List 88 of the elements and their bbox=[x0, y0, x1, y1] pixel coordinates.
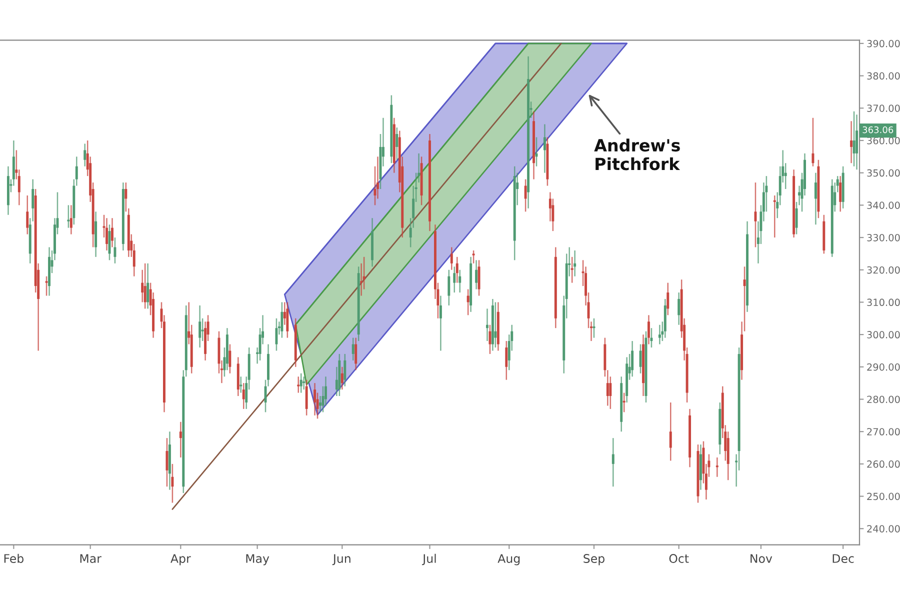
candlestick bbox=[839, 175, 842, 212]
candlestick bbox=[472, 250, 475, 264]
candlestick bbox=[344, 353, 346, 387]
candlestick bbox=[850, 120, 853, 164]
candlestick bbox=[396, 126, 398, 161]
candlestick bbox=[716, 456, 718, 478]
candlestick bbox=[228, 344, 232, 374]
y-tick-label: 240.00 bbox=[867, 525, 900, 532]
x-tick-label: May bbox=[246, 554, 270, 566]
text: 363.06 bbox=[862, 126, 894, 134]
candlestick bbox=[466, 288, 470, 316]
candlestick bbox=[448, 269, 450, 306]
candlestick bbox=[488, 324, 492, 355]
candlestick bbox=[658, 324, 661, 345]
candlestick bbox=[354, 337, 358, 371]
candlestick bbox=[524, 178, 527, 212]
candlestick bbox=[300, 372, 302, 394]
x-tick-label: Aug bbox=[498, 554, 520, 566]
x-tick-label: Jul bbox=[422, 554, 436, 566]
candlestick bbox=[814, 172, 817, 226]
candlestick bbox=[302, 376, 306, 390]
candlestick bbox=[297, 376, 300, 394]
candlestick bbox=[198, 304, 202, 348]
candlestick bbox=[812, 117, 814, 167]
candlestick bbox=[773, 194, 776, 238]
y-tick-label: 370.00 bbox=[867, 104, 900, 112]
candlestick bbox=[450, 246, 453, 270]
x-tick-label: Sep bbox=[584, 554, 604, 566]
candlestick bbox=[486, 308, 488, 342]
y-tick-label: 280.00 bbox=[867, 396, 900, 404]
candlestick bbox=[669, 402, 672, 462]
x-tick-label: Oct bbox=[669, 554, 689, 563]
candlestick bbox=[240, 376, 242, 394]
candlestick bbox=[171, 463, 174, 504]
candlestick bbox=[453, 266, 456, 294]
y-tick-label: 390.00 bbox=[867, 40, 900, 48]
y-tick-label: 300.00 bbox=[867, 331, 900, 338]
candlestick bbox=[505, 340, 508, 380]
candlestick bbox=[352, 337, 354, 362]
candlestick bbox=[631, 340, 634, 378]
candlestick bbox=[286, 302, 289, 338]
candlestick bbox=[305, 379, 308, 416]
candlestick bbox=[678, 292, 680, 326]
candlestick bbox=[574, 250, 576, 277]
y-tick-label: 340.00 bbox=[867, 202, 900, 209]
candlestick bbox=[314, 382, 316, 416]
x-tick-label: Jun bbox=[332, 554, 350, 566]
y-tick-label: 260.00 bbox=[867, 460, 900, 468]
candlestick bbox=[612, 437, 614, 488]
candlestick bbox=[648, 314, 650, 345]
candlestick bbox=[494, 302, 497, 348]
y-tick-label: 250.00 bbox=[867, 492, 900, 500]
x-tick-label: Feb bbox=[4, 554, 24, 563]
candlestick bbox=[622, 392, 626, 413]
y-tick-label: 290.00 bbox=[867, 363, 900, 371]
candlestick bbox=[280, 302, 284, 338]
y-tick-label: 330.00 bbox=[867, 234, 900, 242]
candlestick bbox=[146, 262, 150, 310]
candlestick bbox=[478, 260, 480, 296]
candlestick bbox=[458, 269, 462, 294]
candlestick bbox=[242, 382, 245, 410]
x-tick-label: Nov bbox=[750, 554, 772, 563]
candlestick bbox=[340, 366, 344, 390]
candlestick bbox=[110, 217, 114, 248]
candlestick bbox=[166, 437, 168, 488]
y-tick-label: 350.00 bbox=[867, 169, 900, 177]
candlestick bbox=[475, 260, 478, 290]
candlestick bbox=[639, 344, 642, 374]
candlestick bbox=[570, 256, 574, 284]
x-tick-label: Apr bbox=[170, 554, 191, 566]
y-tick-label: 380.00 bbox=[867, 72, 900, 80]
candlestick bbox=[144, 262, 146, 310]
candlestick bbox=[106, 217, 108, 252]
y-tick-label: 310.00 bbox=[867, 298, 900, 306]
candlestick bbox=[456, 256, 458, 284]
x-tick-label: Dec bbox=[832, 554, 854, 563]
candlestick bbox=[650, 327, 653, 348]
y-tick-label: 320.00 bbox=[867, 266, 900, 274]
candlestick bbox=[179, 421, 182, 458]
candlestick bbox=[543, 124, 546, 174]
x-tick-label: Mar bbox=[80, 554, 102, 563]
candlestick bbox=[114, 236, 116, 264]
candlestick bbox=[852, 110, 856, 167]
candlestick bbox=[666, 282, 670, 316]
candlestick bbox=[439, 295, 442, 352]
y-tick-label: 270.00 bbox=[867, 428, 900, 436]
candlestick bbox=[275, 318, 278, 352]
annotation: Andrew's Pitchfork bbox=[594, 138, 680, 170]
